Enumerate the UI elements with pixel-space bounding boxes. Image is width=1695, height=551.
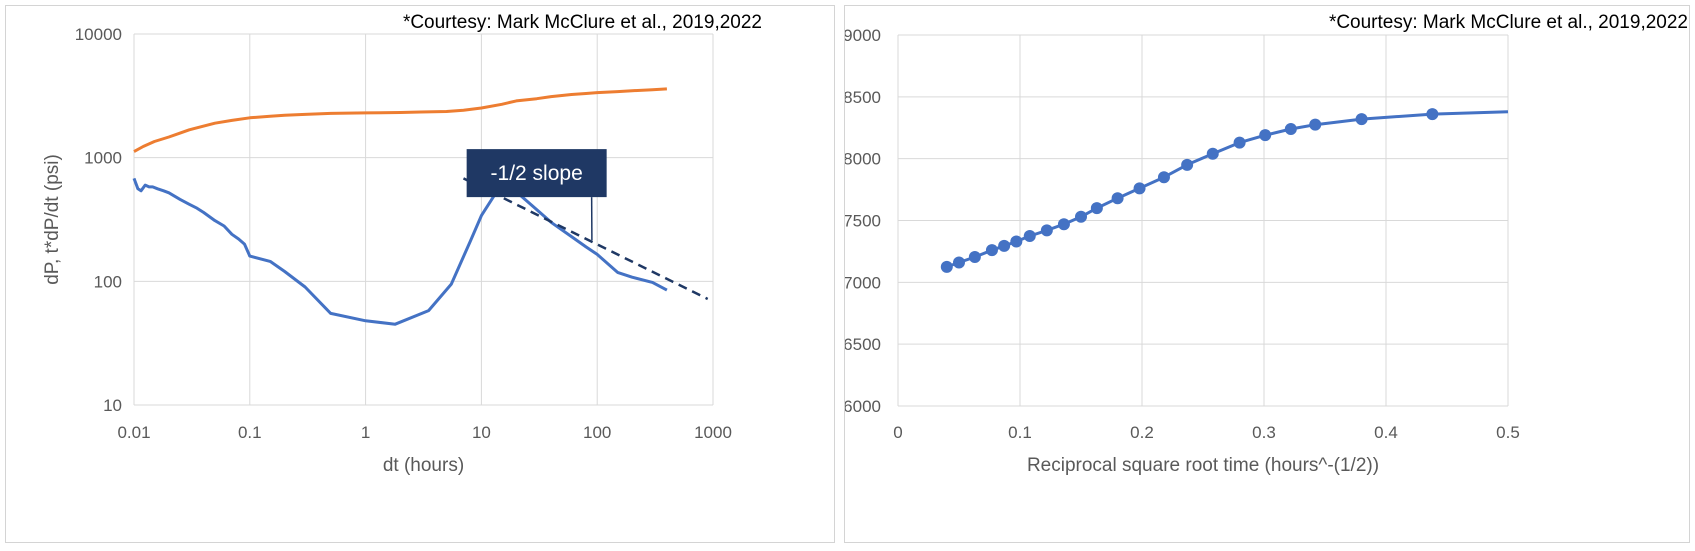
pressure-data-point: [1426, 108, 1439, 121]
pressure-data-point: [1057, 218, 1070, 231]
x-tick-label: 0.5: [1496, 423, 1520, 442]
pressure-data-point: [1040, 224, 1053, 237]
y-tick-label: 8500: [845, 88, 881, 107]
pressure-data-point: [998, 239, 1011, 252]
pressure-data-point: [1090, 202, 1103, 215]
half-slope-trend-line: [462, 177, 709, 301]
pressure-data-point: [1181, 158, 1194, 171]
y-tick-label: 1000: [84, 149, 122, 168]
chart-panel-pressure: 0 0.1 0.2 0.3 0.4 0.5 6000 6500 7000 7500 8000 8500…: [844, 5, 1690, 543]
pressure-data-point: [1233, 136, 1246, 149]
y-tick-label: 10: [103, 396, 122, 415]
x-tick-label: 0.3: [1252, 423, 1276, 442]
annotation-text: -1/2 slope: [491, 162, 583, 185]
pressure-data-point: [1111, 192, 1124, 205]
loglog-chart: 0.01 0.1 1 10 100 1000 10 100 1000 10000 -1/2 slop…: [42, 12, 762, 476]
y-tick-label: 9000: [845, 26, 881, 45]
x-tick-label: 0: [893, 423, 902, 442]
y-tick-label: 7000: [845, 273, 881, 292]
annotation-box: [466, 149, 607, 198]
pressure-series-line: [946, 110, 1509, 269]
x-tick-label: 0.2: [1130, 423, 1154, 442]
chart-panel-loglog: 0.01 0.1 1 10 100 1000 10 100 1000 10000 -1/2 slop…: [5, 5, 835, 543]
courtesy-note: *Courtesy: Mark McClure et al., 2019,202…: [1329, 12, 1688, 33]
pressure-data-point: [953, 256, 965, 269]
pressure-data-point: [1133, 182, 1146, 195]
y-tick-label: 8000: [845, 150, 881, 169]
pressure-data-point: [1284, 122, 1297, 135]
pressure-data-point: [1206, 147, 1219, 160]
pressure-data-point: [968, 250, 981, 263]
pressure-data-point: [1309, 118, 1322, 131]
x-tick-label: 0.1: [1008, 423, 1032, 442]
x-tick-label: 1: [361, 423, 370, 442]
pressure-data-point: [985, 244, 998, 257]
pressure-data-point: [1355, 113, 1368, 126]
pressure-data-point: [1259, 129, 1272, 142]
pressure-data-point: [1157, 171, 1170, 184]
x-tick-label: 100: [583, 423, 611, 442]
x-tick-label: 10: [472, 423, 491, 442]
pressure-data-point: [1023, 229, 1036, 242]
x-axis-label: dt (hours): [383, 455, 464, 476]
y-tick-label: 100: [94, 272, 122, 291]
y-axis-label: dP, t*dP/dt (psi): [42, 154, 63, 285]
x-tick-label: 0.01: [117, 423, 150, 442]
pressure-change-series-line: [132, 177, 668, 326]
y-tick-label: 6500: [845, 335, 881, 354]
pressure-data-point: [940, 260, 953, 273]
y-tick-label: 7500: [845, 212, 881, 231]
pressure-chart: 0 0.1 0.2 0.3 0.4 0.5 6000 6500 7000 7500 8000 8500…: [845, 12, 1688, 476]
pressure-data-point: [1075, 210, 1087, 223]
pressure-data-point: [1010, 235, 1023, 248]
x-tick-label: 0.1: [238, 423, 262, 442]
derivative-series-line: [133, 87, 667, 153]
y-tick-label: 10000: [75, 25, 122, 44]
x-tick-label: 1000: [694, 423, 732, 442]
x-tick-label: 0.4: [1374, 423, 1398, 442]
y-tick-label: 6000: [845, 397, 881, 416]
x-axis-label: Reciprocal square root time (hours^-(1/2…: [1027, 455, 1379, 476]
courtesy-note: *Courtesy: Mark McClure et al., 2019,202…: [403, 12, 762, 33]
